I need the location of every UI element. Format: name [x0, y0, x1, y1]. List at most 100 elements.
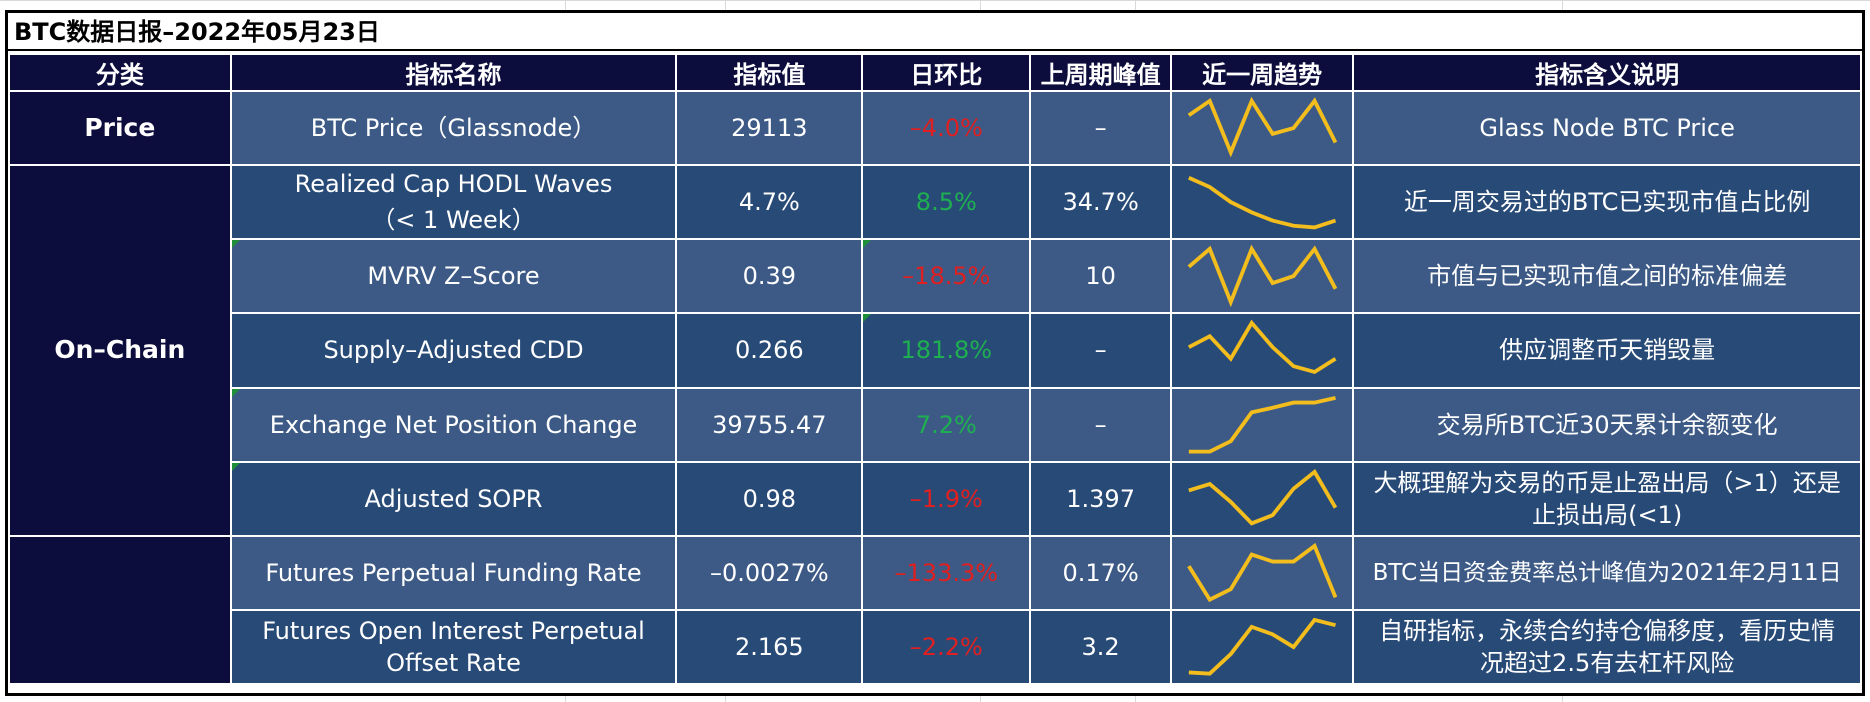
metric-name[interactable]: Adjusted SOPR	[229, 460, 678, 537]
comment-flag-icon	[232, 463, 240, 471]
sparkline-series-line	[1187, 319, 1337, 375]
trend-sparkline[interactable]	[1169, 608, 1355, 686]
sparkline-chart	[1188, 617, 1336, 676]
metric-name[interactable]: Exchange Net Position Change	[229, 386, 678, 463]
metric-change[interactable]: –18.5%	[861, 238, 1032, 315]
sparkline-series-line	[1187, 96, 1338, 158]
header-row: 分类 指标名称 指标值 日环比 上周期峰值 近一周趋势 指标含义说明	[8, 53, 1862, 92]
header-change[interactable]: 日环比	[861, 53, 1032, 92]
metric-value[interactable]: 0.39	[675, 238, 864, 315]
metric-desc[interactable]: 市值与已实现市值之间的标准偏差	[1352, 238, 1862, 315]
metric-name[interactable]: Futures Open Interest Perpetual Offset Ra…	[229, 608, 678, 686]
metric-desc[interactable]: 供应调整币天销毁量	[1352, 312, 1862, 389]
metric-desc[interactable]: 交易所BTC近30天累计余额变化	[1352, 386, 1862, 463]
sparkline-chart	[1187, 176, 1337, 230]
metric-name-line1: Realized Cap HODL Waves	[294, 170, 613, 199]
metric-change[interactable]: –2.2%	[861, 608, 1032, 686]
header-trend[interactable]: 近一周趋势	[1169, 53, 1355, 92]
sparkline-chart	[1188, 468, 1338, 526]
category-onchain[interactable]: On–Chain	[8, 164, 232, 537]
metric-name-line2: （< 1 Week）	[371, 206, 536, 235]
table-row: Futures Perpetual Funding Rate –0.0027% …	[8, 534, 1862, 686]
sparkline-series-line	[1188, 395, 1336, 454]
metric-desc[interactable]: 自研指标，永续合约持仓偏移度，看历史情 况超过2.5有去杠杆风险	[1352, 608, 1862, 686]
trend-sparkline[interactable]	[1169, 386, 1355, 463]
metric-name[interactable]: Futures Perpetual Funding Rate	[229, 534, 678, 611]
metric-name-line2: Offset Rate	[386, 648, 521, 677]
metric-name[interactable]: BTC Price（Glassnode）	[229, 89, 678, 167]
header-name[interactable]: 指标名称	[229, 53, 678, 92]
metric-change[interactable]: 181.8%	[861, 312, 1032, 389]
metric-peak[interactable]: –	[1029, 89, 1172, 167]
metric-value[interactable]: 0.98	[675, 460, 864, 537]
metric-desc-line2: 况超过2.5有去杠杆风险	[1480, 648, 1735, 677]
metric-desc-line2: 止损出局(<1)	[1532, 500, 1683, 529]
trend-sparkline[interactable]	[1169, 164, 1355, 241]
sparkline-series-line	[1187, 244, 1338, 308]
metric-name[interactable]: Realized Cap HODL Waves （< 1 Week）	[229, 164, 678, 241]
header-value[interactable]: 指标值	[675, 53, 864, 92]
header-category[interactable]: 分类	[8, 53, 232, 92]
sparkline-series-line	[1188, 617, 1336, 676]
sparkline-series-line	[1188, 468, 1338, 526]
metric-desc[interactable]: BTC当日资金费率总计峰值为2021年2月11日	[1352, 534, 1862, 611]
metric-desc[interactable]: 大概理解为交易的币是止盈出局（>1）还是 止损出局(<1)	[1352, 460, 1862, 537]
header-desc[interactable]: 指标含义说明	[1352, 53, 1862, 92]
metric-name-text: MVRV Z–Score	[367, 262, 540, 291]
metric-change[interactable]: –133.3%	[861, 534, 1032, 611]
comment-flag-icon	[232, 241, 240, 249]
metric-peak[interactable]: –	[1029, 386, 1172, 463]
metric-value[interactable]: 29113	[675, 89, 864, 167]
metric-change[interactable]: –1.9%	[861, 460, 1032, 537]
table-row: MVRV Z–Score 0.39 –18.5% 10 市值与已实现市值之间的标…	[9, 238, 1862, 315]
header-peak[interactable]: 上周期峰值	[1029, 53, 1172, 92]
metric-peak[interactable]: 3.2	[1029, 608, 1172, 686]
comment-flag-icon	[232, 389, 240, 397]
sparkline-chart	[1187, 96, 1338, 158]
sparkline-chart	[1187, 244, 1338, 308]
report-title[interactable]: BTC数据日报–2022年05月23日	[8, 13, 1862, 51]
metric-change[interactable]: 7.2%	[861, 386, 1032, 463]
table-row: Futures Open Interest Perpetual Offset Ra…	[9, 608, 1862, 686]
trend-sparkline[interactable]	[1169, 238, 1355, 315]
report-sheet: BTC数据日报–2022年05月23日 分类 指标名称 指标值 日环比 上周期峰…	[5, 10, 1865, 696]
metric-peak[interactable]: 10	[1029, 238, 1172, 315]
metrics-table: 分类 指标名称 指标值 日环比 上周期峰值 近一周趋势 指标含义说明 Price…	[8, 53, 1862, 686]
trend-sparkline[interactable]	[1169, 312, 1355, 389]
table-row: Adjusted SOPR 0.98 –1.9% 1.397 大概理解为交易的币…	[9, 460, 1862, 537]
sparkline-chart	[1188, 395, 1336, 454]
metric-name-text: Exchange Net Position Change	[269, 410, 638, 439]
metric-desc[interactable]: Glass Node BTC Price	[1352, 89, 1862, 167]
metric-desc-line1: 大概理解为交易的币是止盈出局（>1）还是	[1373, 468, 1841, 497]
metric-value[interactable]: 0.266	[675, 312, 864, 389]
metric-change[interactable]: –4.0%	[861, 89, 1032, 167]
metric-name[interactable]: Supply–Adjusted CDD	[229, 312, 678, 389]
metric-peak[interactable]: –	[1029, 312, 1172, 389]
metric-name[interactable]: MVRV Z–Score	[229, 238, 678, 315]
sparkline-series-line	[1187, 176, 1337, 230]
metric-change-text: 181.8%	[900, 336, 993, 365]
comment-flag-icon	[864, 241, 872, 249]
category-price[interactable]: Price	[8, 89, 232, 167]
metric-desc-line1: 自研指标，永续合约持仓偏移度，看历史情	[1379, 616, 1836, 645]
metric-peak[interactable]: 0.17%	[1029, 534, 1172, 611]
metric-desc[interactable]: 近一周交易过的BTC已实现市值占比例	[1352, 164, 1862, 241]
table-row: Price BTC Price（Glassnode） 29113 –4.0% –…	[8, 89, 1862, 167]
trend-sparkline[interactable]	[1169, 534, 1355, 611]
metric-value[interactable]: 4.7%	[675, 164, 864, 241]
table-row: Supply–Adjusted CDD 0.266 181.8% – 供应调整币…	[9, 312, 1862, 389]
metric-value[interactable]: 2.165	[675, 608, 864, 686]
comment-flag-icon	[864, 315, 872, 323]
trend-sparkline[interactable]	[1169, 460, 1355, 537]
metric-change[interactable]: 8.5%	[861, 164, 1032, 241]
category-derivatives[interactable]	[8, 534, 232, 686]
metric-change-text: –18.5%	[902, 262, 991, 291]
metric-peak[interactable]: 34.7%	[1029, 164, 1172, 241]
sparkline-series-line	[1187, 542, 1338, 602]
metric-value[interactable]: 39755.47	[675, 386, 864, 463]
table-row: Exchange Net Position Change 39755.47 7.…	[9, 386, 1862, 463]
metric-peak[interactable]: 1.397	[1029, 460, 1172, 537]
sparkline-chart	[1187, 542, 1338, 602]
metric-value[interactable]: –0.0027%	[675, 534, 864, 611]
trend-sparkline[interactable]	[1169, 89, 1355, 167]
